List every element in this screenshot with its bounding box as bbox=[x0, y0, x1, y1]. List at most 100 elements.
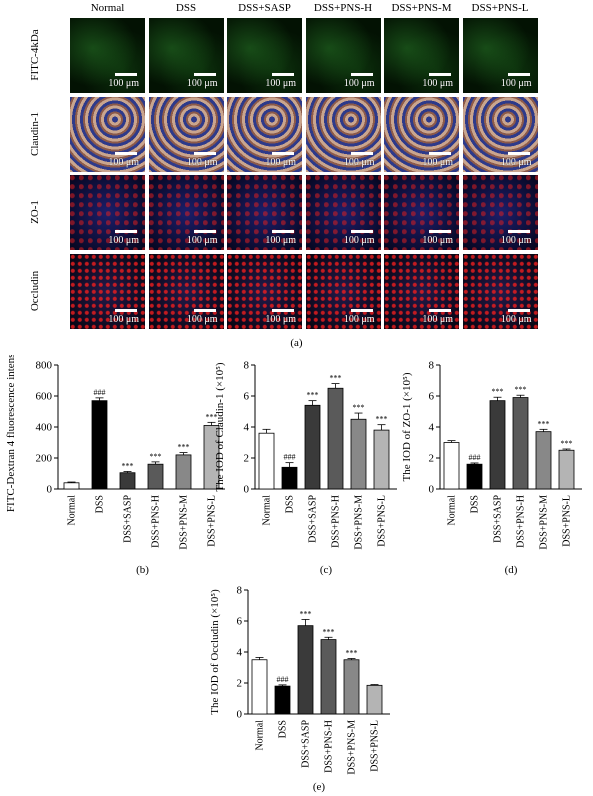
micrograph-tile: 100 μm bbox=[70, 96, 145, 172]
micrograph-tile: 100 μm bbox=[148, 175, 224, 250]
significance-label: *** bbox=[538, 419, 550, 428]
scale-label: 100 μm bbox=[343, 156, 375, 168]
micrograph-tile: 100 μm bbox=[227, 96, 302, 172]
scale-bar bbox=[272, 151, 294, 155]
bar bbox=[281, 466, 298, 490]
bar bbox=[466, 463, 483, 490]
category-label: Normal bbox=[255, 720, 266, 751]
significance-label: *** bbox=[561, 439, 573, 448]
scale-bar bbox=[507, 73, 530, 76]
micrograph-tile: 100 μm bbox=[305, 253, 381, 329]
y-tick-label: 4 bbox=[244, 422, 250, 434]
scale-label: 100 μm bbox=[186, 156, 218, 168]
bar bbox=[443, 442, 460, 490]
significance-label: ### bbox=[277, 675, 289, 684]
significance-label: *** bbox=[492, 387, 504, 396]
category-label: DSS+SASP bbox=[493, 495, 504, 543]
scale-label: 100 μm bbox=[500, 156, 532, 168]
bar bbox=[203, 425, 220, 490]
significance-label: *** bbox=[330, 374, 342, 383]
micrograph-tile: 100 μm bbox=[70, 18, 145, 93]
bar bbox=[274, 685, 291, 715]
micrograph-tile: 100 μm bbox=[148, 18, 224, 93]
y-tick-label: 0 bbox=[244, 484, 250, 496]
scale-bar bbox=[507, 151, 530, 155]
micrograph-tile: 100 μm bbox=[148, 96, 224, 172]
micrograph-tile: 100 μm bbox=[384, 96, 459, 172]
scale-label: 100 μm bbox=[343, 313, 375, 325]
bar bbox=[350, 418, 367, 490]
micrograph-tile: 100 μm bbox=[462, 175, 538, 250]
scale-label: 100 μm bbox=[422, 313, 453, 325]
significance-label: *** bbox=[178, 443, 190, 452]
significance-label: *** bbox=[515, 385, 527, 394]
category-label: DSS bbox=[278, 720, 289, 738]
micrograph-tile: 100 μm bbox=[148, 253, 224, 329]
scale-label: 100 μm bbox=[422, 235, 453, 246]
bar bbox=[258, 432, 275, 490]
micrograph-tile: 100 μm bbox=[227, 18, 302, 93]
scale-bar bbox=[193, 308, 216, 312]
y-tick-label: 4 bbox=[429, 422, 435, 434]
micrograph-tile: 100 μm bbox=[227, 253, 302, 329]
scale-label: 100 μm bbox=[265, 78, 296, 89]
panel-label: (b) bbox=[136, 564, 149, 576]
category-label: DSS+PNS-M bbox=[539, 495, 550, 550]
scale-label: 100 μm bbox=[186, 313, 218, 325]
significance-label: ### bbox=[94, 388, 106, 397]
y-axis-label: The IOD of ZO-1 (×10⁵) bbox=[401, 372, 413, 481]
micrograph-tile: 100 μm bbox=[384, 253, 459, 329]
category-label: Normal bbox=[262, 495, 273, 526]
micrograph-tile: 100 μm bbox=[70, 175, 145, 250]
significance-label: *** bbox=[122, 461, 134, 470]
y-tick-label: 200 bbox=[36, 453, 53, 465]
micrograph-tile: 100 μm bbox=[462, 18, 538, 93]
category-label: DSS+PNS-H bbox=[331, 495, 342, 548]
category-label: DSS+SASP bbox=[123, 495, 134, 543]
scale-bar bbox=[272, 230, 294, 233]
y-tick-label: 0 bbox=[47, 484, 53, 496]
y-tick-label: 400 bbox=[36, 422, 53, 434]
scale-bar bbox=[350, 308, 373, 312]
scale-label: 100 μm bbox=[422, 78, 453, 89]
category-label: DSS+PNS-H bbox=[324, 720, 335, 773]
scale-label: 100 μm bbox=[186, 235, 218, 246]
bar bbox=[297, 625, 314, 715]
micrograph-tile: 100 μm bbox=[305, 96, 381, 172]
scale-label: 100 μm bbox=[108, 313, 139, 325]
bar bbox=[327, 387, 344, 490]
category-label: DSS+PNS-L bbox=[562, 495, 573, 547]
bar bbox=[320, 639, 337, 715]
scale-bar bbox=[429, 151, 451, 155]
scale-bar bbox=[429, 73, 451, 76]
scale-label: 100 μm bbox=[343, 78, 375, 89]
scale-bar bbox=[272, 308, 294, 312]
panel-label: (e) bbox=[313, 781, 326, 793]
category-label: DSS+PNS-M bbox=[347, 720, 358, 775]
micrograph-tile: 100 μm bbox=[384, 175, 459, 250]
row-label: Claudin-1 bbox=[29, 111, 41, 156]
bar bbox=[343, 659, 360, 715]
panel-label: (c) bbox=[320, 564, 333, 576]
micrograph-tile: 100 μm bbox=[462, 96, 538, 172]
scale-label: 100 μm bbox=[265, 156, 296, 168]
scale-bar bbox=[193, 73, 216, 76]
micrograph-tile: 100 μm bbox=[305, 175, 381, 250]
bar bbox=[366, 684, 383, 715]
bar bbox=[512, 397, 529, 490]
scale-bar bbox=[507, 308, 530, 312]
bar bbox=[373, 429, 390, 490]
scale-bar bbox=[350, 73, 373, 76]
y-tick-label: 8 bbox=[237, 585, 243, 597]
scale-label: 100 μm bbox=[108, 78, 139, 89]
scale-label: 100 μm bbox=[186, 78, 218, 89]
y-tick-label: 2 bbox=[429, 453, 435, 465]
y-tick-label: 4 bbox=[237, 647, 243, 659]
row-label: FITC-4kDa bbox=[29, 29, 41, 81]
y-axis-label: FITC-Dextran 4 fluorescence intensity bbox=[5, 355, 17, 512]
bar bbox=[535, 431, 552, 490]
scale-bar bbox=[350, 151, 373, 155]
scale-bar bbox=[429, 230, 451, 233]
bar bbox=[91, 400, 108, 490]
y-tick-label: 0 bbox=[237, 709, 243, 721]
